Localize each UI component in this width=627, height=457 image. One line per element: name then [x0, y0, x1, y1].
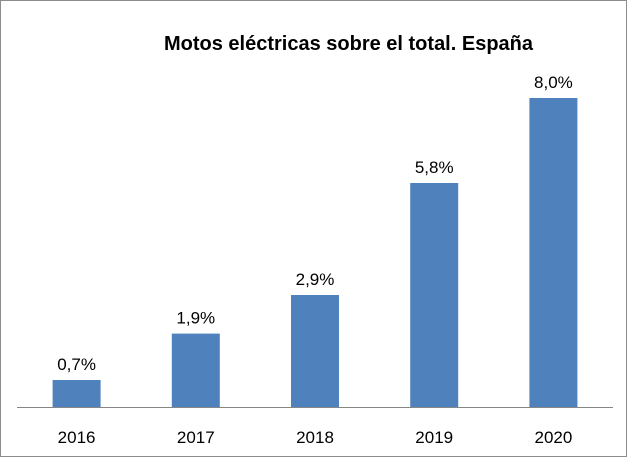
- data-label-2016: 0,7%: [57, 355, 96, 374]
- bar-2019: [410, 183, 459, 407]
- data-label-2018: 2,9%: [296, 270, 335, 289]
- bar-2016: [52, 380, 101, 407]
- x-tick-label-2016: 2016: [58, 428, 96, 447]
- bar-2018: [291, 295, 339, 407]
- data-label-2020: 8,0%: [534, 73, 573, 92]
- data-label-2017: 1,9%: [176, 309, 215, 328]
- bar-2017: [171, 333, 220, 407]
- chart-title: Motos eléctricas sobre el total. España: [163, 33, 533, 55]
- x-tick-label-2018: 2018: [296, 428, 334, 447]
- bar-2020: [529, 98, 578, 407]
- x-tick-label-2019: 2019: [415, 428, 453, 447]
- x-tick-label-2020: 2020: [534, 428, 572, 447]
- data-label-2019: 5,8%: [415, 158, 454, 177]
- x-tick-label-2017: 2017: [177, 428, 215, 447]
